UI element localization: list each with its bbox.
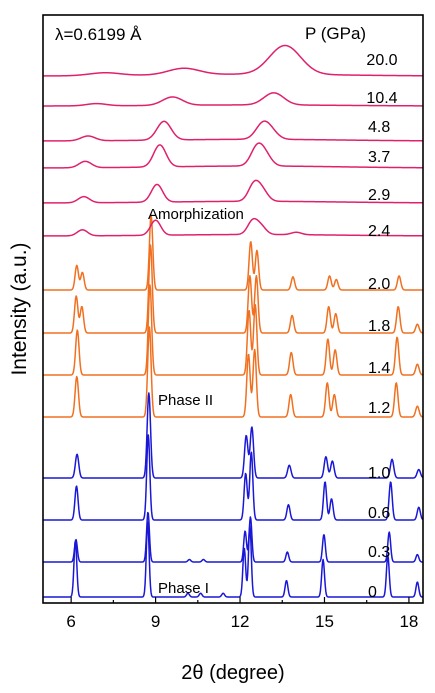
x-tick-label: 12 xyxy=(231,612,250,631)
series-line-2-4 xyxy=(42,217,424,237)
series-line-1-0 xyxy=(42,392,424,479)
series-line-1-4 xyxy=(42,284,424,376)
pressure-header: P (GPa) xyxy=(305,24,366,43)
series-line-2-9 xyxy=(42,179,424,204)
series-line-0 xyxy=(42,521,424,598)
pressure-label: 1.0 xyxy=(368,465,390,482)
pressure-label: 1.8 xyxy=(368,318,390,335)
x-axis-ticks: 6 9 12 15 18 xyxy=(66,597,418,631)
series-traces xyxy=(42,44,424,598)
pressure-label: 2.9 xyxy=(368,187,390,204)
series-line-10-4 xyxy=(42,92,424,107)
x-tick-label: 6 xyxy=(66,612,75,631)
pressure-label: 20.0 xyxy=(366,52,397,69)
pressure-label: 2.0 xyxy=(368,276,390,293)
series-line-3-7 xyxy=(42,142,424,169)
annotation-phase-1: Phase I xyxy=(158,580,209,597)
x-tick-label: 15 xyxy=(315,612,334,631)
pressure-label: 1.4 xyxy=(368,360,390,377)
pressure-label: 10.4 xyxy=(366,90,397,107)
pressure-labels: 0 0.3 0.6 1.0 1.2 1.4 1.8 2.0 2.4 2.9 3.7 4.8 10.4 20… xyxy=(366,52,397,601)
series-line-0-3 xyxy=(42,511,424,563)
pressure-label: 1.2 xyxy=(368,400,390,417)
annotation-phase-2: Phase II xyxy=(158,392,213,409)
series-line-2-0 xyxy=(42,214,424,291)
pressure-label: 4.8 xyxy=(368,119,390,136)
annotation-amorphization: Amorphization xyxy=(148,206,244,223)
series-line-4-8 xyxy=(42,120,424,142)
pressure-label: 2.4 xyxy=(368,223,390,240)
x-axis-label: 2θ (degree) xyxy=(181,662,284,684)
pressure-label: 0.6 xyxy=(368,505,390,522)
pressure-label: 0 xyxy=(368,584,377,601)
pressure-label: 3.7 xyxy=(368,149,390,166)
plot-frame xyxy=(42,14,424,604)
series-line-20-0 xyxy=(42,44,424,77)
series-line-1-8 xyxy=(42,244,424,334)
series-line-0-6 xyxy=(42,434,424,521)
series-line-1-2 xyxy=(42,326,424,418)
pressure-label: 0.3 xyxy=(368,544,390,561)
wavelength-label: λ=0.6199 Å xyxy=(55,25,142,44)
y-axis-label: Intensity (a.u.) xyxy=(8,242,31,375)
x-tick-label: 9 xyxy=(151,612,160,631)
x-tick-label: 18 xyxy=(399,612,418,631)
